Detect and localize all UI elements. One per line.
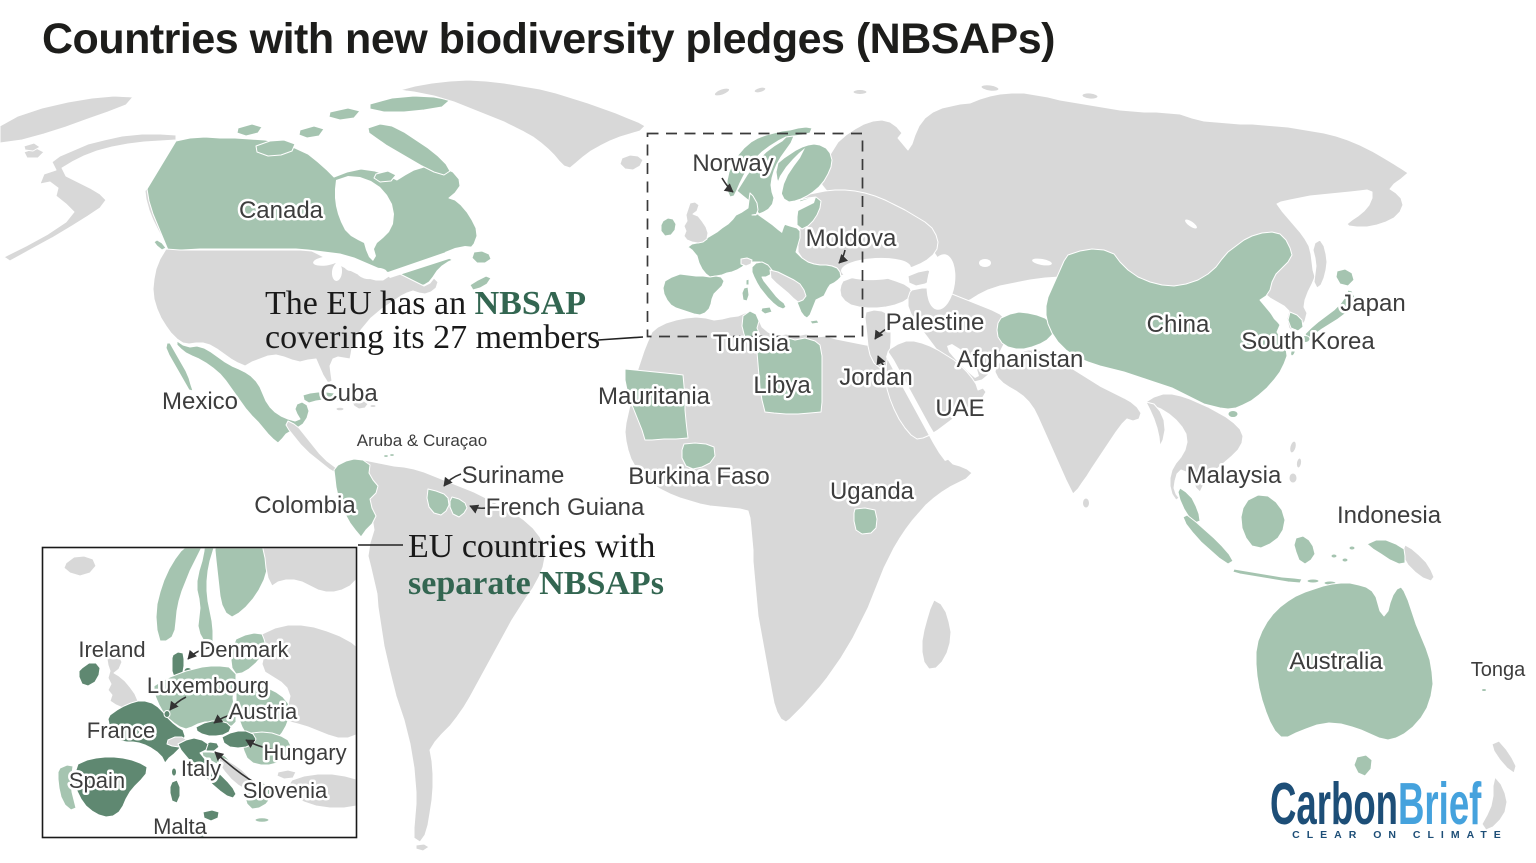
svg-text:France: France [87, 718, 155, 743]
svg-text:Colombia: Colombia [254, 492, 356, 519]
svg-text:Countries with new biodiversit: Countries with new biodiversity pledges … [42, 15, 1055, 63]
svg-text:Canada: Canada [239, 197, 324, 224]
svg-text:covering its 27 members: covering its 27 members [265, 319, 600, 356]
svg-text:Australia: Australia [1289, 648, 1383, 675]
svg-text:Luxembourg: Luxembourg [147, 673, 269, 698]
svg-text:Austria: Austria [229, 699, 298, 724]
svg-text:Palestine: Palestine [886, 309, 985, 336]
svg-text:CLEAR ON CLIMATE: CLEAR ON CLIMATE [1292, 829, 1508, 841]
svg-text:South Korea: South Korea [1241, 328, 1375, 355]
svg-text:CarbonBrief: CarbonBrief [1270, 772, 1482, 837]
svg-text:Slovenia: Slovenia [243, 778, 328, 803]
svg-text:Spain: Spain [69, 768, 125, 793]
svg-text:Italy: Italy [181, 756, 221, 781]
svg-text:Uganda: Uganda [830, 478, 915, 505]
svg-text:Norway: Norway [692, 150, 773, 177]
svg-text:Cuba: Cuba [320, 380, 378, 407]
svg-text:China: China [1147, 311, 1210, 338]
svg-text:UAE: UAE [935, 395, 984, 422]
svg-text:Burkina Faso: Burkina Faso [628, 463, 769, 490]
svg-text:Ireland: Ireland [78, 637, 145, 662]
svg-text:Denmark: Denmark [199, 637, 289, 662]
svg-text:EU countries with: EU countries with [408, 528, 655, 565]
svg-text:Japan: Japan [1340, 290, 1405, 317]
svg-text:Aruba & Curaçao: Aruba & Curaçao [357, 431, 487, 450]
svg-text:Indonesia: Indonesia [1337, 502, 1442, 529]
svg-text:Tunisia: Tunisia [713, 330, 790, 357]
svg-text:separate NBSAPs: separate NBSAPs [408, 565, 664, 602]
svg-text:Malta: Malta [153, 814, 208, 839]
svg-text:Libya: Libya [753, 372, 811, 399]
svg-text:Tonga: Tonga [1471, 659, 1526, 681]
svg-text:French Guiana: French Guiana [486, 494, 645, 521]
svg-text:Suriname: Suriname [462, 462, 565, 489]
svg-text:Malaysia: Malaysia [1187, 462, 1282, 489]
svg-text:Moldova: Moldova [806, 225, 897, 252]
svg-text:Mauritania: Mauritania [598, 383, 711, 410]
svg-text:Hungary: Hungary [263, 740, 346, 765]
svg-text:The EU has an NBSAP: The EU has an NBSAP [265, 285, 586, 322]
svg-text:Afghanistan: Afghanistan [957, 346, 1084, 373]
svg-text:Mexico: Mexico [162, 388, 238, 415]
svg-text:Jordan: Jordan [839, 364, 912, 391]
